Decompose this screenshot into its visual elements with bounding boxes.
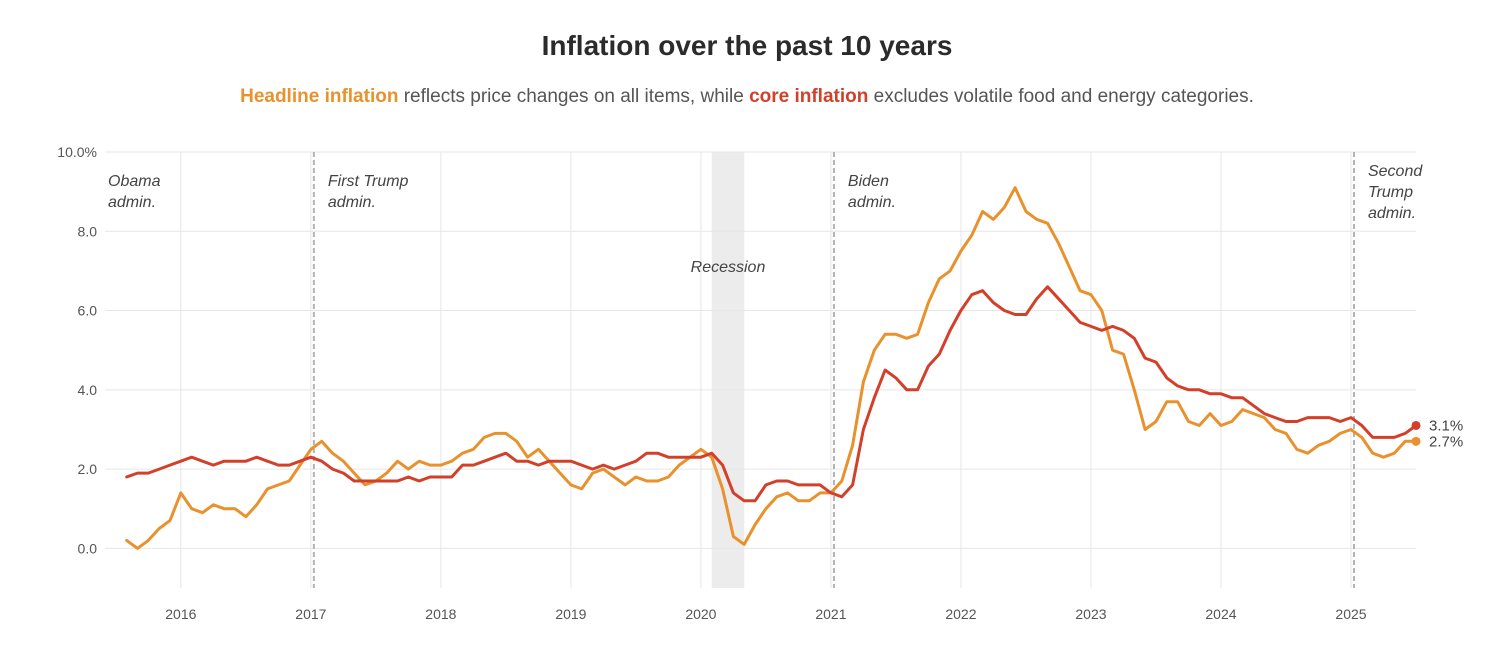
- subtitle-end-text: excludes volatile food and energy catego…: [868, 86, 1254, 107]
- admin-label: First Trump: [328, 173, 409, 190]
- y-tick-label: 8.0: [78, 223, 98, 239]
- headline-end-label: 2.7%: [1429, 433, 1463, 450]
- recession-label: Recession: [691, 259, 766, 276]
- y-tick-label: 2.0: [78, 461, 98, 477]
- headline-inflation-line: [125, 186, 1418, 550]
- x-tick-label: 2019: [555, 606, 586, 622]
- core-end-point: [1411, 420, 1421, 430]
- x-tick-label: 2018: [425, 606, 456, 622]
- core-end-label: 3.1%: [1429, 417, 1463, 434]
- x-tick-label: 2024: [1205, 606, 1236, 622]
- x-tick-label: 2021: [815, 606, 846, 622]
- x-tick-label: 2022: [945, 606, 976, 622]
- admin-label: admin.: [108, 194, 156, 211]
- headline-inflation-term: Headline inflation: [240, 86, 399, 107]
- chart-subtitle: Headline inflation reflects price change…: [0, 86, 1494, 108]
- recession-band: [711, 152, 745, 588]
- subtitle-mid-text: reflects price changes on all items, whi…: [398, 86, 750, 107]
- admin-label: Obama: [108, 173, 161, 190]
- y-tick-label: 10.0%: [57, 144, 97, 160]
- y-tick-label: 4.0: [78, 382, 98, 398]
- core-inflation-term: core inflation: [749, 86, 869, 107]
- x-tick-label: 2020: [685, 606, 716, 622]
- core-inflation-line: [125, 285, 1418, 503]
- x-tick-label: 2017: [295, 606, 326, 622]
- x-tick-label: 2016: [165, 606, 196, 622]
- admin-label: Trump: [1368, 184, 1413, 201]
- x-tick-label: 2023: [1075, 606, 1106, 622]
- headline-end-point: [1411, 436, 1421, 446]
- admin-label: Biden: [848, 173, 889, 190]
- admin-label: admin.: [328, 194, 376, 211]
- chart-title: Inflation over the past 10 years: [541, 30, 953, 61]
- x-tick-label: 2025: [1335, 606, 1366, 622]
- y-tick-label: 0.0: [78, 540, 98, 556]
- y-tick-label: 6.0: [78, 303, 98, 319]
- admin-label: admin.: [1368, 205, 1416, 222]
- admin-label: Second: [1368, 163, 1423, 180]
- admin-label: admin.: [848, 194, 896, 211]
